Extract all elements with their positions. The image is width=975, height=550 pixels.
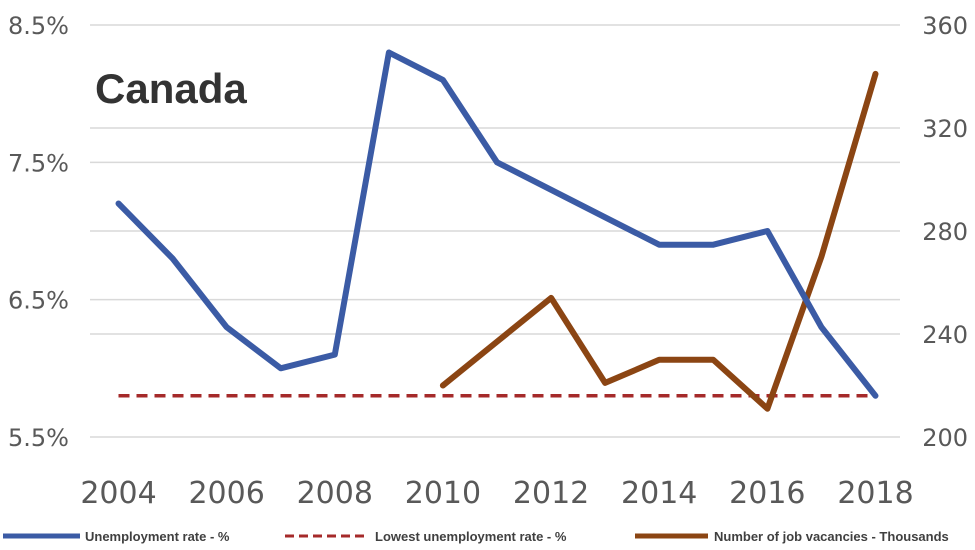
y-right-tick-label: 280: [922, 218, 968, 246]
x-tick-label: 2004: [80, 476, 156, 511]
x-tick-label: 2012: [513, 476, 589, 511]
series-line-job-vacancies: [439, 70, 879, 412]
y-left-tick-label: 7.5%: [8, 149, 69, 177]
x-tick-label: 2018: [837, 476, 913, 511]
y-right-tick-label: 360: [922, 12, 968, 40]
x-axis-ticks: 2004 2006 2008 2010 2012 2014 2016 2018: [80, 476, 913, 511]
x-tick-label: 2006: [188, 476, 264, 511]
series-lines: [115, 49, 879, 412]
y-left-tick-label: 5.5%: [8, 424, 69, 452]
x-tick-label: 2014: [621, 476, 697, 511]
legend-label: Unemployment rate - %: [85, 529, 230, 544]
y-right-tick-label: 320: [922, 115, 968, 143]
series-line-unemployment-rate: [115, 49, 879, 399]
chart-title: Canada: [95, 65, 247, 112]
y-left-tick-label: 8.5%: [8, 12, 69, 40]
x-tick-label: 2008: [297, 476, 373, 511]
legend-label: Number of job vacancies - Thousands: [714, 529, 949, 544]
legend: Unemployment rate - % Lowest unemployment…: [3, 529, 949, 544]
legend-label: Lowest unemployment rate - %: [375, 529, 567, 544]
x-tick-label: 2016: [729, 476, 805, 511]
right-axis-ticks: 200 240 280 320 360: [922, 12, 968, 452]
left-axis-ticks: 5.5% 6.5% 7.5% 8.5%: [8, 12, 69, 452]
y-right-tick-label: 200: [922, 424, 968, 452]
y-right-tick-label: 240: [922, 321, 968, 349]
y-left-tick-label: 6.5%: [8, 287, 69, 315]
x-tick-label: 2010: [405, 476, 481, 511]
